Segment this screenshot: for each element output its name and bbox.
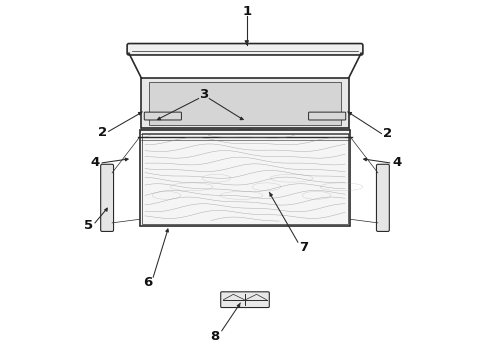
FancyBboxPatch shape	[309, 112, 346, 120]
Bar	[142, 128, 348, 132]
Text: 5: 5	[84, 219, 93, 232]
Bar	[149, 82, 341, 125]
FancyBboxPatch shape	[376, 164, 390, 231]
Text: 2: 2	[98, 126, 107, 139]
Text: 6: 6	[143, 276, 152, 289]
Text: 8: 8	[210, 330, 219, 343]
Text: 4: 4	[90, 156, 99, 169]
FancyBboxPatch shape	[220, 292, 270, 307]
Text: 3: 3	[199, 88, 209, 101]
Text: 1: 1	[242, 5, 251, 18]
Text: 2: 2	[383, 127, 392, 140]
Bar	[143, 133, 347, 224]
Bar	[140, 130, 350, 226]
FancyBboxPatch shape	[127, 44, 363, 55]
Text: 7: 7	[299, 240, 309, 254]
Bar	[142, 78, 348, 128]
FancyBboxPatch shape	[100, 164, 114, 231]
FancyBboxPatch shape	[238, 130, 252, 139]
Text: 4: 4	[392, 156, 401, 169]
FancyBboxPatch shape	[144, 112, 181, 120]
